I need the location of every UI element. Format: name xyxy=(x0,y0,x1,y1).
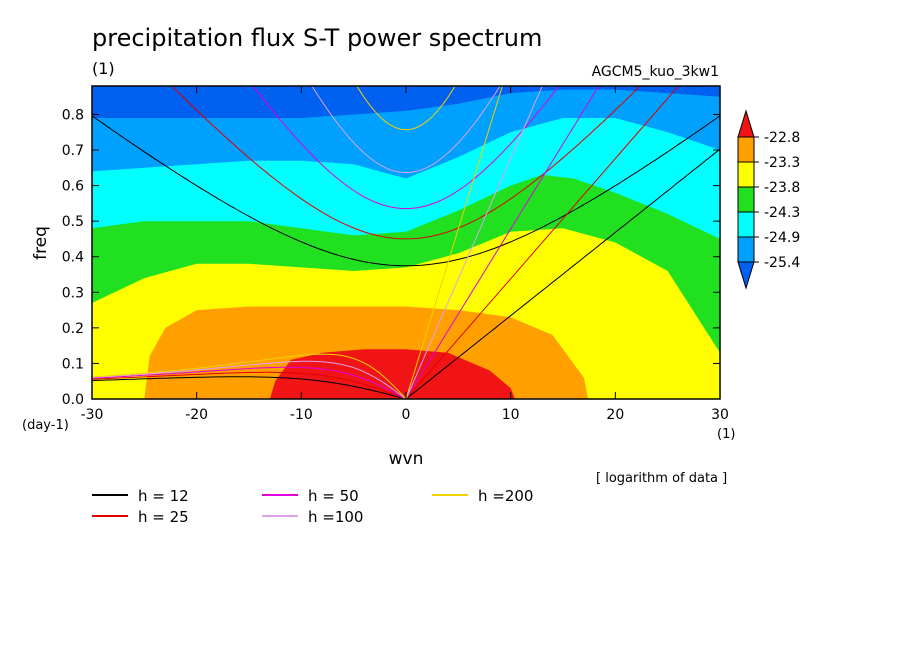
colorbar-segment xyxy=(737,186,755,213)
dispersion-ig1-h12 xyxy=(92,115,720,267)
dispersion-rossby-h50 xyxy=(92,366,407,399)
y-tick-label: 0.8 xyxy=(62,107,84,123)
legend: h = 12 h = 25 h = 50 h =100 h =200 xyxy=(92,487,533,526)
contour-bands xyxy=(92,86,720,399)
dispersion-kelvin-h25 xyxy=(405,86,680,399)
dispersion-kelvin-h12 xyxy=(405,148,720,399)
dispersion-ig1-h50 xyxy=(252,86,560,210)
x-tick-label: -10 xyxy=(290,407,313,423)
legend-label: h = 25 xyxy=(138,508,189,526)
colorbar-label: -23.8 xyxy=(764,180,800,196)
chart-title: precipitation flux S-T power spectrum xyxy=(92,24,542,52)
y-tick-label: 0.1 xyxy=(62,356,84,372)
y-tick-label: 0.7 xyxy=(62,143,84,159)
y-axis-label: freq xyxy=(31,226,51,260)
dispersion-ig1-h200 xyxy=(356,86,456,131)
colorbar-label: -24.9 xyxy=(764,230,800,246)
y-tick-label: 0.4 xyxy=(62,250,84,266)
legend-label: h = 50 xyxy=(308,487,359,505)
colorbar-top-arrow xyxy=(737,109,755,138)
y-tick-label: 0.6 xyxy=(62,179,84,195)
dispersion-rossby-h12 xyxy=(92,376,407,399)
y-tick-label: 0.3 xyxy=(62,285,84,301)
x-axis: -30 -20 -10 0 10 20 30 xyxy=(81,86,729,423)
x-axis-unit: (1) xyxy=(717,427,735,442)
dispersion-ig1-h25 xyxy=(171,86,641,240)
experiment-label: AGCM5_kuo_3kw1 xyxy=(592,64,719,80)
x-tick-label: -20 xyxy=(185,407,208,423)
colorbar-label: -22.8 xyxy=(764,130,800,146)
colorbar-label: -25.4 xyxy=(764,255,800,271)
dispersion-kelvin-h200 xyxy=(405,86,503,399)
x-tick-label: 0 xyxy=(402,407,411,423)
dispersion-curves xyxy=(92,86,720,399)
legend-label: h =200 xyxy=(478,487,533,505)
chart-title-unit: (1) xyxy=(92,59,115,78)
y-axis: 0.0 0.1 0.2 0.3 0.4 0.5 0.6 0.7 0.8 xyxy=(62,107,720,408)
y-tick-label: 0.5 xyxy=(62,214,84,230)
x-tick-label: 30 xyxy=(711,407,729,423)
dispersion-ig1-h100 xyxy=(311,86,501,174)
colorbar-segment xyxy=(737,161,755,188)
x-tick-label: 10 xyxy=(502,407,520,423)
legend-label: h =100 xyxy=(308,508,363,526)
dispersion-rossby-h200 xyxy=(92,353,407,399)
x-tick-label: 20 xyxy=(606,407,624,423)
colorbar-bottom-arrow xyxy=(737,261,755,290)
x-tick-label: -30 xyxy=(81,407,104,423)
y-axis-unit: (day-1) xyxy=(22,418,69,433)
colorbar: -22.8 -23.3 -23.8 -24.3 -24.9 -25.4 xyxy=(737,109,800,290)
y-tick-label: 0.2 xyxy=(62,321,84,337)
colorbar-segment xyxy=(737,236,755,263)
dispersion-kelvin-h100 xyxy=(405,86,543,399)
y-tick-label: 0.0 xyxy=(62,392,84,408)
colorbar-label: -24.3 xyxy=(764,205,800,221)
colorbar-segment xyxy=(737,136,755,163)
legend-label: h = 12 xyxy=(138,487,189,505)
dispersion-rossby-h25 xyxy=(92,371,407,399)
colorbar-segment xyxy=(737,211,755,238)
log-note: [ logarithm of data ] xyxy=(596,471,727,486)
dispersion-kelvin-h50 xyxy=(405,86,600,399)
colorbar-label: -23.3 xyxy=(764,155,800,171)
x-axis-label: wvn xyxy=(389,449,424,469)
dispersion-rossby-h100 xyxy=(92,360,407,399)
